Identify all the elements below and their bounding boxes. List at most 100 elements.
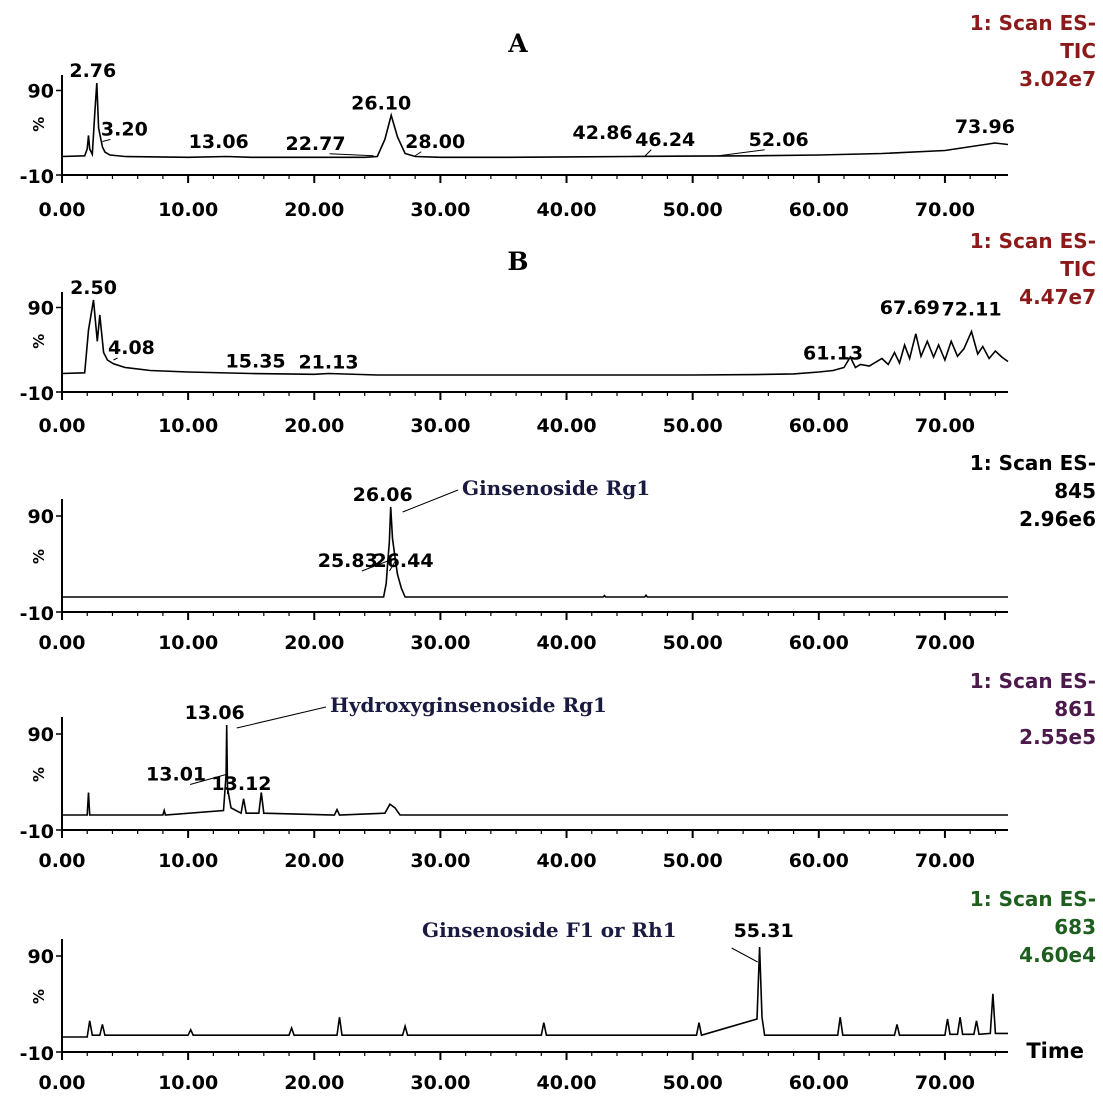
peak-label: 61.13 <box>803 342 863 364</box>
scan-info-line: 2.96e6 <box>1019 507 1096 531</box>
x-tick-label: 50.00 <box>663 199 723 221</box>
scan-info-line: TIC <box>1060 39 1096 63</box>
peak-label: 25.83 <box>318 550 378 572</box>
peak-leader-line <box>414 151 422 157</box>
x-tick-label: 20.00 <box>284 415 344 437</box>
y-tick-label: -10 <box>20 383 54 405</box>
peak-label: 52.06 <box>749 129 809 151</box>
panel-4: 0.00 10.00 20.00 30.00 40.00 50.00 60.00 70.00 9… <box>20 669 1096 872</box>
scan-info-line: 1: Scan ES- <box>970 669 1096 693</box>
x-tick-label: 0.00 <box>39 415 86 437</box>
peak-label: 26.06 <box>353 484 413 506</box>
peak-leader-line <box>329 153 374 157</box>
annotation-leader-line <box>236 706 327 729</box>
panel-label: B <box>507 247 528 276</box>
peak-leader-line <box>718 149 765 157</box>
peak-label: 13.12 <box>211 773 271 795</box>
scan-info-line: 1: Scan ES- <box>970 229 1096 253</box>
x-tick-label: 60.00 <box>789 850 849 872</box>
peak-label: 26.44 <box>373 550 433 572</box>
peak-label: 13.06 <box>189 131 249 153</box>
y-tick-label: -10 <box>20 603 54 625</box>
peak-label: 72.11 <box>941 299 1001 321</box>
x-tick-label: 20.00 <box>284 199 344 221</box>
chromatogram-trace <box>62 506 1008 598</box>
peak-label: 73.96 <box>955 116 1015 138</box>
x-tick-label: 10.00 <box>158 415 218 437</box>
x-tick-label: 70.00 <box>915 632 975 654</box>
x-tick-label: 60.00 <box>789 199 849 221</box>
x-tick-label: 0.00 <box>39 1072 86 1094</box>
x-tick-label: 70.00 <box>915 1072 975 1094</box>
y-axis-percent-label: % <box>30 549 48 564</box>
x-tick-label: 40.00 <box>536 1072 596 1094</box>
x-tick-label: 0.00 <box>39 632 86 654</box>
x-tick-label: 70.00 <box>915 199 975 221</box>
compound-annotation: Ginsenoside Rg1 <box>462 476 650 500</box>
y-tick-label: 90 <box>28 81 54 103</box>
peak-label: 3.20 <box>101 119 148 141</box>
x-tick-label: 20.00 <box>284 632 344 654</box>
x-tick-label: 30.00 <box>410 199 470 221</box>
x-tick-label: 50.00 <box>663 415 723 437</box>
x-tick-label: 60.00 <box>789 632 849 654</box>
annotation-leader-line <box>731 947 758 963</box>
scan-info-line: 4.47e7 <box>1019 285 1096 309</box>
peak-label: 15.35 <box>226 351 286 373</box>
x-tick-label: 60.00 <box>789 415 849 437</box>
x-tick-label: 30.00 <box>410 1072 470 1094</box>
panel-2: 0.00 10.00 20.00 30.00 40.00 50.00 60.00 70.00 9… <box>20 229 1096 437</box>
x-tick-label: 40.00 <box>536 850 596 872</box>
x-tick-label: 0.00 <box>39 199 86 221</box>
scan-info-line: 4.60e4 <box>1019 943 1096 967</box>
x-tick-label: 40.00 <box>536 415 596 437</box>
x-tick-label: 70.00 <box>915 415 975 437</box>
x-tick-label: 30.00 <box>410 415 470 437</box>
scan-info-line: 1: Scan ES- <box>970 451 1096 475</box>
y-tick-label: -10 <box>20 166 54 188</box>
x-tick-label: 50.00 <box>663 850 723 872</box>
chromatogram-trace <box>61 82 1009 159</box>
compound-annotation: Ginsenoside F1 or Rh1 <box>422 918 677 942</box>
chromatogram-trace <box>62 946 1008 1038</box>
x-tick-label: 20.00 <box>284 1072 344 1094</box>
peak-label: 2.50 <box>70 277 117 299</box>
x-tick-label: 10.00 <box>158 199 218 221</box>
chromatogram-trace <box>61 299 1009 376</box>
y-axis-percent-label: % <box>30 117 48 132</box>
peak-label: 67.69 <box>880 297 940 319</box>
x-tick-label: 50.00 <box>663 632 723 654</box>
peak-leader-line <box>102 139 111 142</box>
scan-info-line: 2.55e5 <box>1019 725 1096 749</box>
chromatogram-trace <box>62 724 1008 816</box>
scan-info-line: 3.02e7 <box>1019 67 1096 91</box>
peak-leader-line <box>113 357 118 361</box>
peak-leader-line <box>389 560 396 572</box>
peak-label: 28.00 <box>405 131 465 153</box>
y-tick-label: 90 <box>28 946 54 968</box>
y-axis-percent-label: % <box>30 989 48 1004</box>
peak-label: 2.76 <box>69 60 116 82</box>
peak-leader-line <box>361 560 388 572</box>
panel-label: A <box>507 29 528 58</box>
scan-info-line: 1: Scan ES- <box>970 887 1096 911</box>
x-tick-label: 60.00 <box>789 1072 849 1094</box>
annotation-leader-line <box>402 489 459 513</box>
peak-leader-line <box>644 149 652 157</box>
peak-label: 13.01 <box>146 764 206 786</box>
peak-label: 55.31 <box>734 920 794 942</box>
x-tick-label: 10.00 <box>158 1072 218 1094</box>
panel-5: 0.00 10.00 20.00 30.00 40.00 50.00 60.00 70.00 9… <box>20 887 1096 1094</box>
x-tick-label: 30.00 <box>410 850 470 872</box>
peak-label: 13.06 <box>185 702 245 724</box>
panel-1: 0.00 10.00 20.00 30.00 40.00 50.00 60.00 70.00 9… <box>20 11 1096 221</box>
y-tick-label: -10 <box>20 1043 54 1065</box>
y-tick-label: 90 <box>28 724 54 746</box>
scan-info-line: 683 <box>1054 915 1096 939</box>
peak-leader-line <box>189 774 227 785</box>
y-tick-label: 90 <box>28 506 54 528</box>
peak-label: 42.86 <box>573 122 633 144</box>
x-tick-label: 20.00 <box>284 850 344 872</box>
y-tick-label: -10 <box>20 821 54 843</box>
